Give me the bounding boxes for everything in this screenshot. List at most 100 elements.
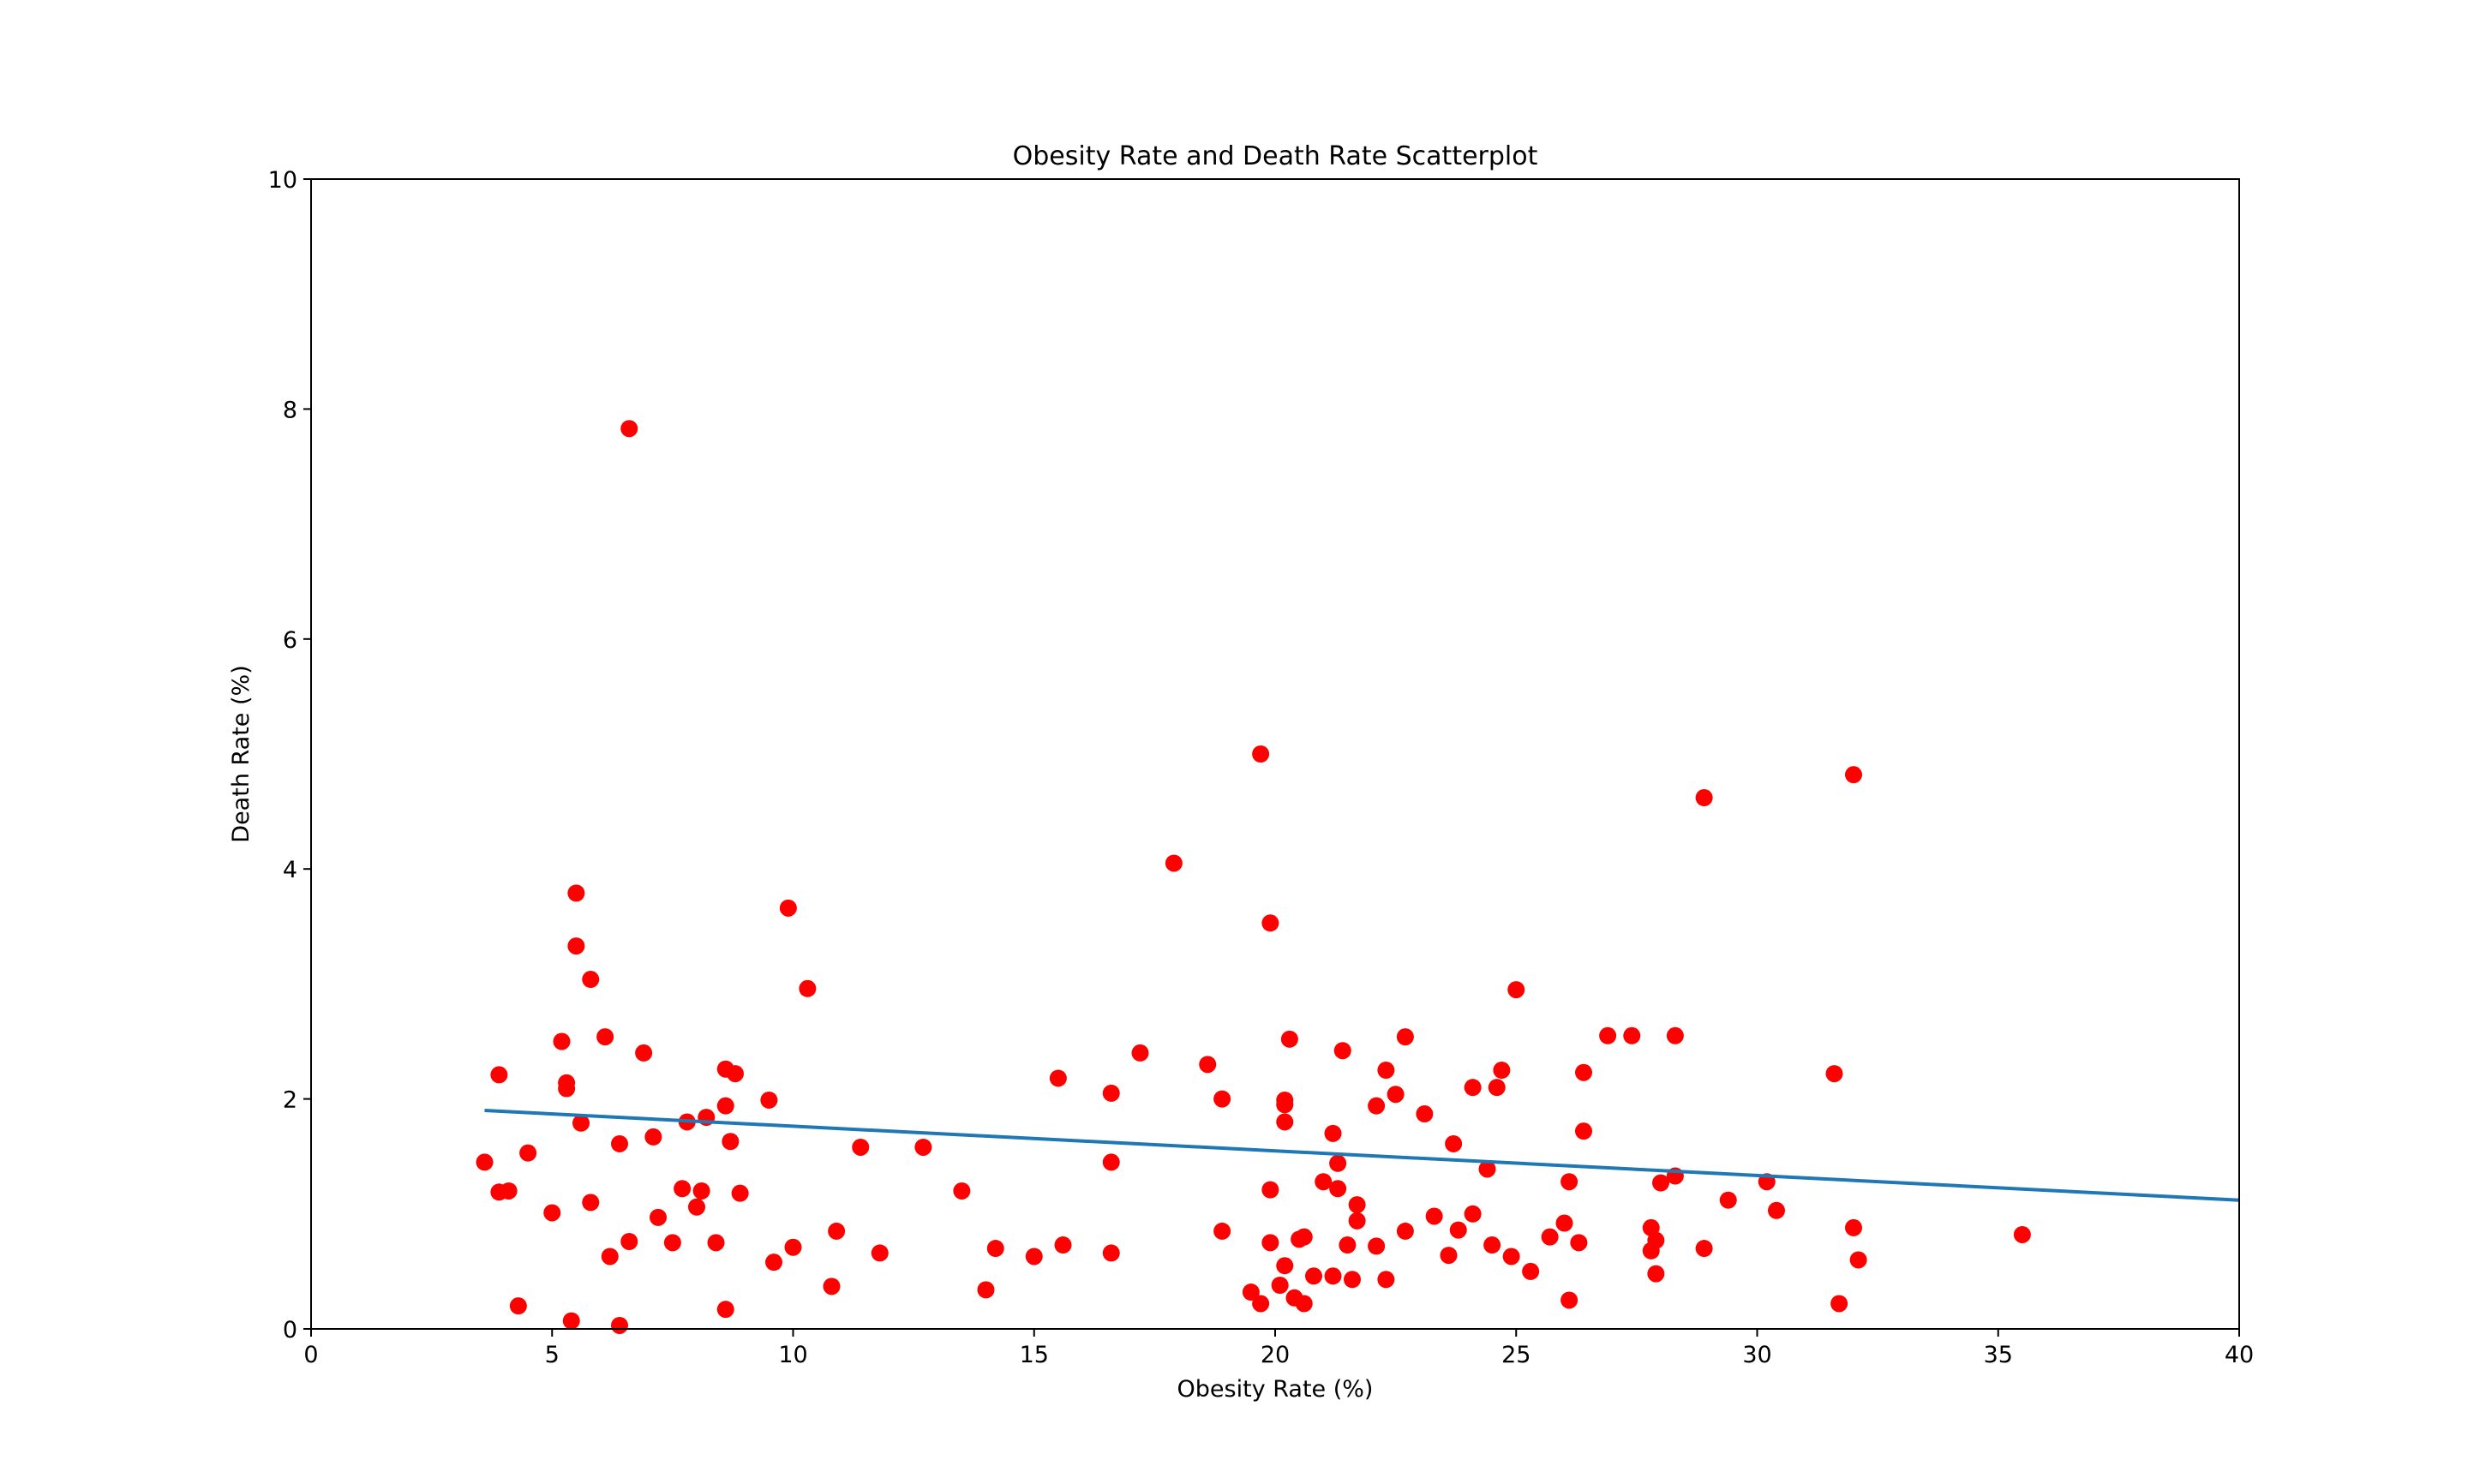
data-point xyxy=(1849,1251,1867,1269)
chart-title: Obesity Rate and Death Rate Scatterplot xyxy=(1013,141,1538,171)
data-point xyxy=(509,1297,527,1315)
data-point xyxy=(674,1180,692,1198)
y-tick-label: 10 xyxy=(268,167,297,194)
data-point xyxy=(1102,1084,1120,1102)
data-point xyxy=(1623,1026,1641,1044)
y-tick-label: 8 xyxy=(283,397,297,423)
y-tick-label: 6 xyxy=(283,627,297,654)
data-point xyxy=(1261,914,1279,932)
data-point xyxy=(1830,1295,1848,1313)
data-point xyxy=(760,1091,778,1109)
data-point xyxy=(1276,1113,1294,1131)
trendline xyxy=(484,1109,2240,1202)
data-point xyxy=(582,1194,600,1212)
x-tick-label: 20 xyxy=(1261,1342,1290,1368)
plot-area xyxy=(310,178,2240,1334)
data-point xyxy=(1560,1173,1578,1191)
data-point xyxy=(1131,1044,1149,1062)
x-tick-label: 10 xyxy=(778,1342,807,1368)
data-point xyxy=(716,1301,734,1319)
data-point xyxy=(663,1234,681,1252)
data-point xyxy=(1276,1096,1294,1114)
data-point xyxy=(1483,1236,1501,1254)
data-point xyxy=(1165,854,1183,872)
data-point xyxy=(1416,1105,1434,1123)
data-point xyxy=(1522,1262,1540,1280)
data-point xyxy=(727,1065,744,1083)
data-point xyxy=(620,1233,638,1251)
data-point xyxy=(1445,1134,1463,1152)
data-point xyxy=(1695,788,1713,806)
data-point xyxy=(1396,1222,1414,1240)
data-point xyxy=(828,1222,846,1240)
data-point xyxy=(765,1254,782,1272)
data-point xyxy=(1560,1291,1578,1309)
data-point xyxy=(1493,1062,1511,1080)
data-point xyxy=(799,979,817,997)
data-point xyxy=(1261,1181,1279,1199)
x-tick-label: 5 xyxy=(545,1342,560,1368)
data-point xyxy=(1695,1240,1713,1258)
data-point xyxy=(784,1238,802,1256)
data-point xyxy=(953,1182,971,1200)
y-tick-label: 0 xyxy=(283,1317,297,1343)
data-point xyxy=(1213,1222,1231,1240)
data-point xyxy=(644,1128,662,1146)
data-point xyxy=(611,1134,628,1152)
x-tick-label: 40 xyxy=(2225,1342,2254,1368)
data-point xyxy=(1575,1063,1592,1081)
data-point xyxy=(476,1153,494,1171)
data-point xyxy=(688,1198,705,1216)
data-point xyxy=(1348,1212,1366,1230)
data-point xyxy=(543,1204,561,1222)
data-point xyxy=(1199,1056,1217,1074)
data-point xyxy=(635,1044,653,1062)
data-point xyxy=(1339,1236,1357,1254)
data-point xyxy=(596,1028,614,1046)
data-point xyxy=(1647,1265,1665,1283)
data-point xyxy=(1329,1154,1347,1172)
data-point xyxy=(852,1138,870,1156)
x-tick-label: 15 xyxy=(1020,1342,1049,1368)
data-point xyxy=(567,884,585,902)
data-point xyxy=(572,1114,590,1132)
data-point xyxy=(582,971,600,989)
data-point xyxy=(620,420,638,438)
data-point xyxy=(490,1066,508,1084)
data-point xyxy=(1377,1062,1395,1080)
data-point xyxy=(1261,1234,1279,1252)
data-point xyxy=(1252,1295,1270,1313)
data-point xyxy=(1488,1079,1506,1097)
data-point xyxy=(1324,1124,1342,1142)
data-point xyxy=(871,1244,889,1262)
data-point xyxy=(558,1080,576,1098)
data-point xyxy=(722,1133,740,1151)
data-point xyxy=(1305,1267,1322,1285)
data-point xyxy=(1719,1191,1737,1209)
data-point xyxy=(1377,1271,1395,1289)
data-point xyxy=(601,1248,619,1266)
data-point xyxy=(1440,1247,1458,1265)
data-point xyxy=(1271,1277,1289,1295)
data-point xyxy=(1555,1214,1573,1232)
data-point xyxy=(1252,745,1270,763)
y-axis-label: Death Rate (%) xyxy=(228,665,255,842)
data-point xyxy=(1368,1097,1386,1115)
data-point xyxy=(1276,1257,1294,1275)
data-point xyxy=(1845,1218,1862,1236)
data-point xyxy=(1570,1234,1588,1252)
data-point xyxy=(1368,1237,1386,1255)
x-tick-label: 35 xyxy=(1984,1342,2013,1368)
data-point xyxy=(567,937,585,955)
data-point xyxy=(731,1184,749,1202)
data-point xyxy=(611,1316,628,1334)
data-point xyxy=(1348,1196,1366,1214)
data-point xyxy=(1295,1295,1313,1313)
data-point xyxy=(1575,1122,1592,1140)
data-point xyxy=(707,1234,725,1252)
data-point xyxy=(716,1097,734,1115)
y-axis: 0 2 4 6 8 10 xyxy=(268,167,311,1343)
data-point xyxy=(1541,1228,1559,1246)
